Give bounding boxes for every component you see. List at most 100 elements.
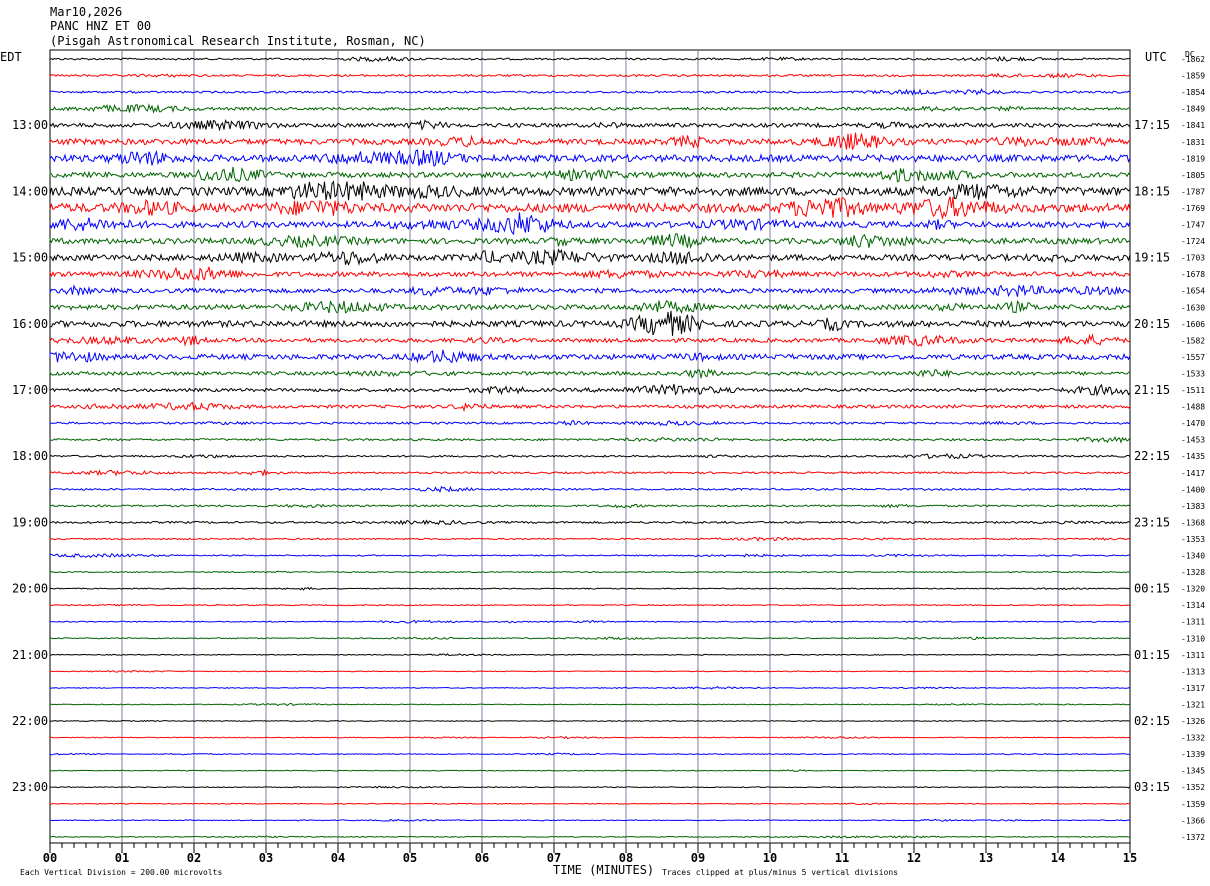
trace-line — [49, 570, 1131, 574]
dc-offset-label: -1747 — [1181, 221, 1205, 230]
edt-hour-label: 18:00 — [12, 449, 48, 463]
trace-line — [49, 55, 1130, 63]
trace-line — [49, 333, 1131, 347]
dc-offset-label: -1400 — [1181, 485, 1205, 494]
utc-hour-label: 17:15 — [1134, 118, 1170, 132]
utc-hour-label: 01:15 — [1134, 648, 1170, 662]
right-axis-label: UTC — [1145, 50, 1167, 64]
dc-offset-label: -1582 — [1181, 336, 1205, 345]
x-tick-label: 03 — [259, 851, 273, 865]
dc-offset-label: -1854 — [1181, 88, 1205, 97]
dc-offset-label: -1320 — [1181, 585, 1205, 594]
edt-hour-label: 13:00 — [12, 118, 48, 132]
dc-offset-label: -1488 — [1181, 403, 1205, 412]
trace-line — [49, 436, 1131, 444]
trace-line — [49, 166, 1131, 183]
left-axis-label: EDT — [0, 50, 22, 64]
dc-offset-label: -1345 — [1181, 767, 1205, 776]
x-tick-label: 02 — [187, 851, 201, 865]
dc-offset-label: -1703 — [1181, 254, 1205, 263]
trace-line — [49, 196, 1131, 220]
trace-line — [49, 752, 1131, 756]
dc-offset-label: -1326 — [1181, 717, 1205, 726]
footer-clip-note: Traces clipped at plus/minus 5 vertical … — [662, 868, 898, 877]
trace-line — [49, 88, 1131, 96]
trace-line — [49, 769, 1131, 773]
dc-offset-labels: -1862 -1859 -1854 -1849 -1841 -1831 -1819 -1805… — [1181, 55, 1205, 842]
trace-line — [49, 284, 1131, 298]
dc-offset-label: -1314 — [1181, 601, 1205, 610]
x-tick-label: 15 — [1123, 851, 1137, 865]
trace-line — [49, 180, 1131, 201]
x-tick-label: 05 — [403, 851, 417, 865]
dc-offset-label: -1470 — [1181, 419, 1205, 428]
trace-line — [49, 536, 1131, 542]
trace-line — [49, 232, 1131, 250]
trace-line — [49, 299, 1131, 314]
header-date: Mar10,2026 — [50, 5, 123, 19]
trace-line — [49, 503, 1131, 509]
x-tick-label: 13 — [979, 851, 993, 865]
header-location: (Pisgah Astronomical Research Institute,… — [50, 34, 426, 48]
trace-line — [49, 670, 1131, 673]
utc-hour-label: 00:15 — [1134, 582, 1170, 596]
trace-line — [49, 835, 1131, 839]
dc-offset-label: -1724 — [1181, 237, 1205, 246]
dc-offset-label: -1819 — [1181, 154, 1205, 163]
dc-offset-label: -1332 — [1181, 734, 1205, 743]
trace-line — [49, 419, 1131, 427]
trace-line — [49, 685, 1131, 690]
dc-label: DC — [1185, 50, 1195, 59]
utc-hour-label: 02:15 — [1134, 714, 1170, 728]
utc-hour-label: 21:15 — [1134, 383, 1170, 397]
utc-hour-label: 18:15 — [1134, 184, 1170, 198]
utc-hour-label: 22:15 — [1134, 449, 1170, 463]
trace-line — [49, 735, 1131, 740]
dc-offset-label: -1372 — [1181, 833, 1205, 842]
edt-hour-label: 16:00 — [12, 317, 48, 331]
trace-line — [49, 653, 1130, 657]
trace-line — [49, 266, 1131, 281]
trace-line — [49, 719, 1131, 723]
dc-offset-label: -1606 — [1181, 320, 1205, 329]
edt-hour-label: 22:00 — [12, 714, 48, 728]
dc-offset-label: -1311 — [1181, 618, 1205, 627]
trace-line — [49, 619, 1131, 624]
dc-offset-label: -1352 — [1181, 783, 1205, 792]
trace-line — [49, 248, 1131, 266]
trace-line — [49, 118, 1131, 132]
dc-offset-label: -1511 — [1181, 386, 1205, 395]
trace-line — [49, 553, 1131, 559]
trace-line — [49, 72, 1131, 79]
dc-offset-label: -1769 — [1181, 204, 1205, 213]
dc-offset-label: -1435 — [1181, 452, 1205, 461]
trace-line — [49, 485, 1131, 493]
edt-hour-label: 19:00 — [12, 515, 48, 529]
dc-offset-label: -1831 — [1181, 138, 1205, 147]
x-tick-label: 09 — [691, 851, 705, 865]
x-tick-label: 04 — [331, 851, 345, 865]
trace-line — [49, 818, 1131, 822]
trace-line — [49, 401, 1131, 413]
dc-offset-label: -1359 — [1181, 800, 1205, 809]
trace-line — [49, 802, 1131, 806]
dc-offset-label: -1321 — [1181, 700, 1205, 709]
dc-offset-label: -1841 — [1181, 121, 1205, 130]
trace-line — [49, 368, 1131, 379]
dc-offset-label: -1849 — [1181, 105, 1205, 114]
dc-offset-label: -1417 — [1181, 469, 1205, 478]
dc-offset-label: -1313 — [1181, 667, 1205, 676]
edt-hour-label: 23:00 — [12, 780, 48, 794]
x-tick-label: 07 — [547, 851, 561, 865]
trace-line — [49, 703, 1131, 707]
dc-offset-label: -1678 — [1181, 270, 1205, 279]
dc-offset-label: -1366 — [1181, 816, 1205, 825]
utc-hour-label: 23:15 — [1134, 515, 1170, 529]
x-axis-title: TIME (MINUTES) — [553, 863, 654, 877]
trace-line — [49, 586, 1131, 591]
utc-hour-label: 03:15 — [1134, 780, 1170, 794]
plot-frame — [49, 49, 1131, 844]
x-tick-label: 06 — [475, 851, 489, 865]
x-tick-label: 00 — [43, 851, 57, 865]
